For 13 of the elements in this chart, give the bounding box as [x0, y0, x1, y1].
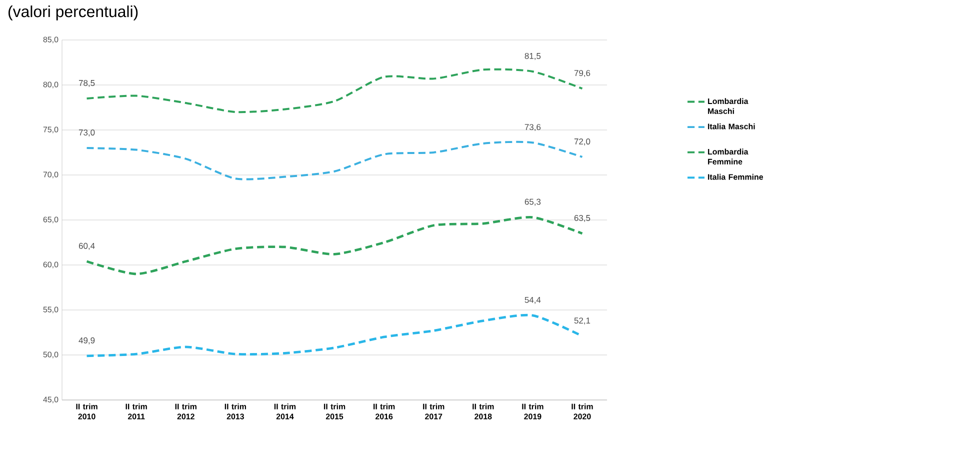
data-label: 49,9	[78, 337, 95, 344]
data-label: 81,5	[524, 52, 541, 60]
data-label: 72,0	[574, 138, 590, 146]
data-label: 65,3	[524, 198, 541, 206]
data-label: 52,1	[574, 318, 590, 325]
data-label: 73,0	[78, 129, 95, 136]
chart-title: (valori percentuali)	[8, 6, 138, 20]
data-label: 78,5	[78, 80, 95, 87]
data-label: 54,4	[524, 296, 541, 304]
data-label: 63,5	[574, 214, 590, 222]
data-label: 60,4	[78, 242, 95, 250]
data-label: 79,6	[574, 70, 590, 78]
data-label: 73,6	[524, 124, 541, 132]
